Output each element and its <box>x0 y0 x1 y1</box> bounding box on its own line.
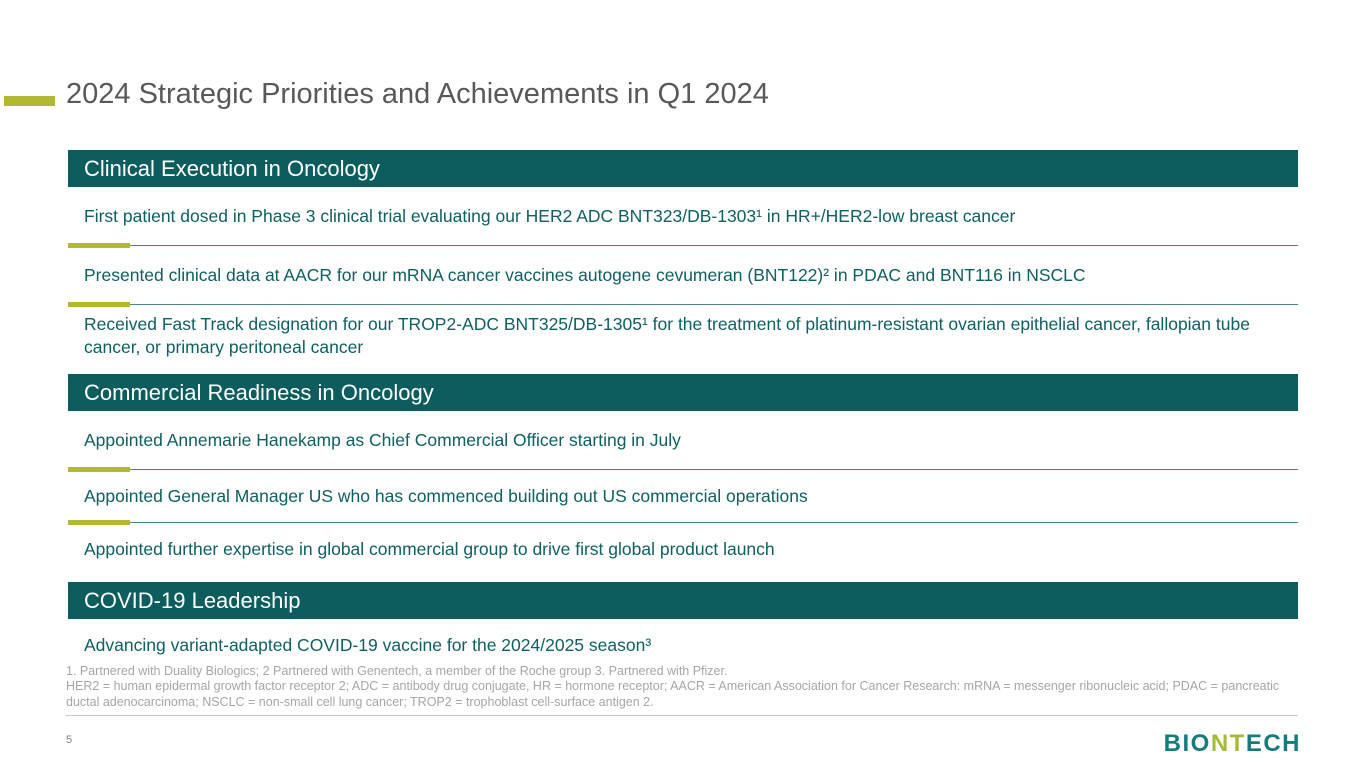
page-number: 5 <box>66 734 73 746</box>
section-header-covid-leadership: COVID-19 Leadership <box>68 582 1298 619</box>
accent-dash <box>68 302 130 307</box>
section-header-commercial-readiness: Commercial Readiness in Oncology <box>68 374 1298 411</box>
logo-part-bio: BIO <box>1163 730 1211 757</box>
row-divider <box>68 302 1298 307</box>
row-divider <box>68 243 1298 248</box>
page-title: 2024 Strategic Priorities and Achievemen… <box>66 78 769 110</box>
bullet-text: First patient dosed in Phase 3 clinical … <box>84 205 1016 226</box>
logo-part-nt: NT <box>1210 730 1246 757</box>
footer-divider <box>66 715 1298 716</box>
slide-content: Clinical Execution in Oncology First pat… <box>68 150 1298 678</box>
bullet-text: Advancing variant-adapted COVID-19 vacci… <box>84 634 652 655</box>
bullet-item: Appointed further expertise in global co… <box>68 523 1298 575</box>
bullet-text: Appointed General Manager US who has com… <box>84 485 808 506</box>
bullet-item: Received Fast Track designation for our … <box>68 305 1298 367</box>
accent-dash <box>68 520 130 525</box>
row-divider <box>68 467 1298 472</box>
row-divider <box>68 520 1298 525</box>
accent-dash <box>68 467 130 472</box>
section-covid-leadership: COVID-19 Leadership Advancing variant-ad… <box>68 582 1298 671</box>
bullet-text: Received Fast Track designation for our … <box>84 314 1250 357</box>
bullet-item: First patient dosed in Phase 3 clinical … <box>68 187 1298 245</box>
title-accent-bar <box>4 96 55 106</box>
bullet-item: Appointed Annemarie Hanekamp as Chief Co… <box>68 411 1298 469</box>
bullet-text: Appointed further expertise in global co… <box>84 538 775 559</box>
footnote-line-1: 1. Partnered with Duality Biologics; 2 P… <box>66 664 728 678</box>
section-clinical-execution: Clinical Execution in Oncology First pat… <box>68 150 1298 367</box>
bullet-item: Appointed General Manager US who has com… <box>68 470 1298 522</box>
bullet-item: Advancing variant-adapted COVID-19 vacci… <box>68 619 1298 671</box>
section-header-clinical-execution: Clinical Execution in Oncology <box>68 150 1298 187</box>
bullet-text: Presented clinical data at AACR for our … <box>84 264 1086 285</box>
section-commercial-readiness: Commercial Readiness in Oncology Appoint… <box>68 374 1298 575</box>
footnote-line-2: HER2 = human epidermal growth factor rec… <box>66 679 1280 709</box>
bullet-item: Presented clinical data at AACR for our … <box>68 246 1298 304</box>
biontech-logo: BIONTECH <box>1164 730 1301 758</box>
logo-part-ech: ECH <box>1245 730 1301 757</box>
footnotes: 1. Partnered with Duality Biologics; 2 P… <box>66 664 1298 710</box>
accent-dash <box>68 243 130 248</box>
bullet-text: Appointed Annemarie Hanekamp as Chief Co… <box>84 429 681 450</box>
